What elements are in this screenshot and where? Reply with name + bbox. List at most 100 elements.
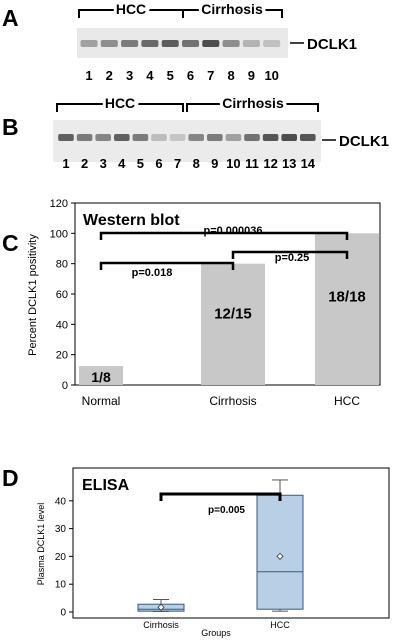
sig-bracket-2: [99, 261, 235, 270]
panel-a-blot: HCC Cirrhosis DCLK1 1 2 3 4 5 6 7 8 9 10: [77, 0, 357, 83]
lane-number-13: 13: [282, 156, 296, 171]
panel-letter-c: C: [2, 230, 19, 256]
lane-number-2: 2: [81, 156, 88, 171]
lane-number-4: 4: [146, 68, 154, 83]
lane-number-3: 3: [100, 156, 107, 171]
chart-d-xlabel: Groups: [201, 628, 231, 638]
chart-d-frame: [72, 467, 390, 619]
x-tick-label-hcc: HCC: [270, 620, 290, 630]
y-tick-label-0: 0: [62, 380, 68, 392]
chart-c-title: Western blot: [83, 212, 180, 229]
band-12: [262, 134, 279, 141]
lane-number-8: 8: [227, 68, 234, 83]
band-5: [132, 134, 149, 141]
hcc-label-a: HCC: [116, 1, 146, 17]
lane-number-8: 8: [193, 156, 200, 171]
x-tick-label-normal: Normal: [82, 394, 121, 408]
x-tick-label-cirrhosis: Cirrhosis: [209, 394, 256, 408]
chart-c-y-axis: 0 20 40 60 80 100 120: [50, 198, 75, 392]
band-4: [113, 134, 130, 141]
y-tick-label-60: 60: [56, 289, 68, 301]
chart-d-significance: p=0.005: [159, 492, 282, 516]
lane-number-3: 3: [126, 68, 133, 83]
band-2: [76, 134, 93, 141]
sig-label-1: p=0.000036: [203, 225, 262, 237]
band-8: [222, 40, 240, 47]
band-13: [281, 134, 298, 141]
y-tick-label-120: 120: [50, 198, 68, 210]
band-7: [202, 40, 220, 47]
sig-label-3: p=0.25: [275, 252, 310, 264]
sig-label-2: p=0.018: [132, 267, 173, 279]
chart-d-title: ELISA: [82, 477, 130, 494]
lane-number-14: 14: [301, 156, 316, 171]
cirrhosis-bracket-b: [186, 103, 319, 112]
y-tick-label-30: 30: [55, 524, 67, 535]
panel-b-blot: HCC Cirrhosis DCLK1 1 2 3 4 5 6 7 8 9 10 11 12 13 14: [53, 92, 389, 171]
band-1: [58, 134, 74, 141]
chart-c-significance: p=0.000036 p=0.018 p=0.25: [99, 225, 349, 279]
band-11: [244, 134, 260, 141]
x-tick-label-hcc: HCC: [334, 394, 360, 408]
lane-number-1: 1: [62, 156, 69, 171]
band-8: [188, 134, 205, 141]
band-9: [242, 40, 260, 47]
x-tick-label-cirrhosis: Cirrhosis: [143, 620, 179, 630]
blot-bands-b: [58, 134, 316, 141]
lane-number-10: 10: [226, 156, 240, 171]
y-tick-label-20: 20: [55, 552, 67, 563]
chart-c-x-ticks: Normal Cirrhosis HCC: [82, 394, 361, 408]
cirrhosis-bracket-a: [183, 9, 283, 18]
bar-label-hcc: 18/18: [328, 289, 366, 306]
panel-letter-d: D: [2, 465, 19, 491]
y-tick-label-20: 20: [56, 350, 68, 362]
bar-label-normal: 1/8: [91, 369, 111, 385]
lane-numbers-b: 1 2 3 4 5 6 7 8 9 10 11 12 13 14: [62, 156, 315, 171]
lane-number-11: 11: [245, 156, 259, 171]
lane-number-6: 6: [155, 156, 162, 171]
lane-numbers-a: 1 2 3 4 5 6 7 8 9 10: [85, 68, 279, 83]
blot-bands-a: [80, 40, 281, 47]
lane-number-9: 9: [211, 156, 218, 171]
elisa-box-plot: ELISA Plasma DCLK1 level Groups 0 10 20 30 4…: [36, 467, 390, 638]
y-tick-label-100: 100: [50, 228, 68, 240]
blot-membrane-b: [53, 120, 321, 162]
band-4: [141, 40, 159, 47]
band-6: [151, 134, 167, 141]
lane-number-1: 1: [85, 68, 92, 83]
marker-label-a: DCLK1: [307, 36, 357, 53]
lane-number-10: 10: [264, 68, 278, 83]
lane-number-7: 7: [174, 156, 181, 171]
y-tick-label-80: 80: [56, 259, 68, 271]
chart-d-ylabel: Plasma DCLK1 level: [36, 503, 46, 586]
y-tick-label-40: 40: [56, 319, 68, 331]
panel-letter-b: B: [2, 114, 19, 140]
chart-c-ylabel: Percent DCLK1 positivity: [27, 234, 39, 356]
bar-label-cirrhosis: 12/15: [214, 305, 252, 322]
chart-d-y-axis: 0 10 20 30 40: [55, 496, 73, 619]
sig-bracket-1: [99, 231, 349, 240]
cirrhosis-label-a: Cirrhosis: [201, 1, 263, 17]
panel-letter-a: A: [2, 5, 19, 31]
box-hcc: [256, 494, 304, 610]
band-3: [121, 40, 139, 47]
marker-label-b: DCLK1: [339, 133, 389, 150]
hcc-label-b: HCC: [105, 95, 135, 111]
y-tick-label-10: 10: [55, 580, 67, 591]
chart-d-boxes: [137, 479, 304, 612]
western-blot-bar-chart: Western blot Percent DCLK1 positivity 0 2…: [27, 198, 381, 408]
y-tick-label-40: 40: [55, 496, 67, 507]
cirrhosis-label-b: Cirrhosis: [222, 95, 284, 111]
band-10: [263, 40, 281, 47]
band-3: [95, 134, 112, 141]
band-7: [169, 134, 186, 141]
lane-number-4: 4: [118, 156, 126, 171]
sig-bracket-d-1: [159, 492, 282, 501]
hcc-bracket-b: [56, 103, 184, 112]
band-9: [206, 134, 223, 141]
band-6: [181, 40, 200, 47]
bar-cirrhosis: [201, 263, 265, 385]
chart-d-x-ticks: Cirrhosis HCC: [143, 620, 290, 630]
band-14: [299, 134, 316, 141]
lane-number-6: 6: [187, 68, 194, 83]
